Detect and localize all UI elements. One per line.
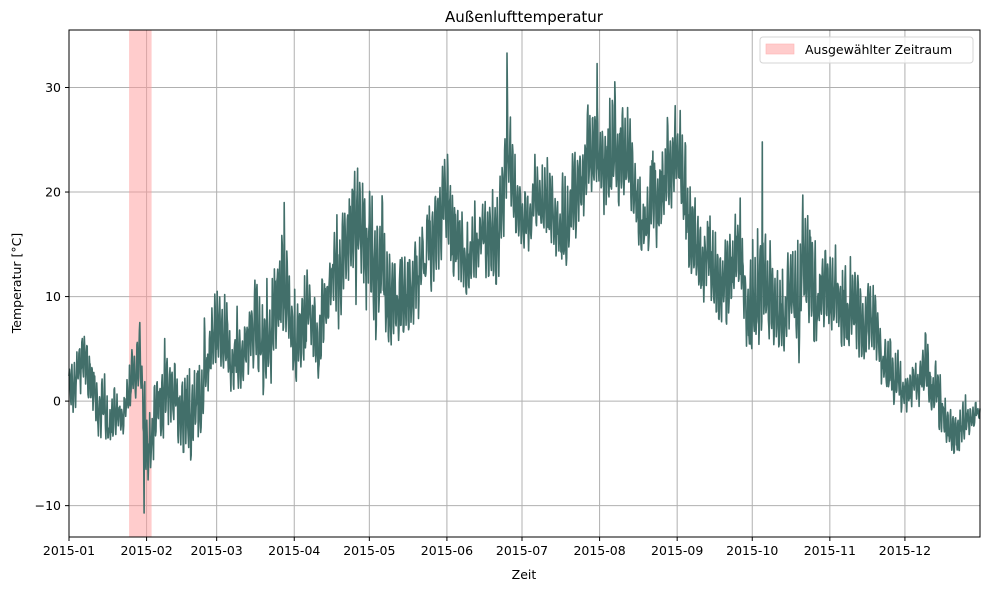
legend-label: Ausgewählter Zeitraum: [805, 42, 952, 57]
x-tick-label: 2015-02: [120, 543, 172, 558]
y-tick-label: 30: [45, 80, 61, 95]
x-axis-ticks: 2015-01 2015-02 2015-03 2015-04 2015-05 2015-…: [43, 537, 931, 558]
y-axis-label: Temperatur [°C]: [9, 233, 24, 334]
x-tick-label: 2015-11: [804, 543, 856, 558]
y-axis-ticks: −10 0 10 20 30: [35, 80, 69, 513]
temperature-line: [68, 52, 981, 514]
y-tick-label: 0: [53, 394, 61, 409]
legend-swatch: [765, 43, 795, 55]
x-tick-label: 2015-07: [496, 543, 548, 558]
x-axis-label: Zeit: [512, 567, 537, 582]
x-tick-label: 2015-04: [268, 543, 320, 558]
y-tick-label: 10: [45, 289, 61, 304]
chart-title: Außenlufttemperatur: [445, 8, 604, 26]
x-tick-label: 2015-06: [421, 543, 473, 558]
grid-lines: [68, 30, 980, 537]
x-tick-label: 2015-05: [343, 543, 395, 558]
y-tick-label: −10: [35, 498, 61, 513]
legend: Ausgewählter Zeitraum: [759, 36, 974, 64]
x-tick-label: 2015-09: [651, 543, 703, 558]
x-tick-label: 2015-10: [726, 543, 778, 558]
x-tick-label: 2015-08: [573, 543, 625, 558]
x-tick-label: 2015-12: [879, 543, 931, 558]
x-tick-label: 2015-03: [191, 543, 243, 558]
plot-frame: [68, 29, 981, 538]
selected-period-span: [129, 30, 152, 537]
y-tick-label: 20: [45, 185, 61, 200]
x-tick-label: 2015-01: [43, 543, 95, 558]
